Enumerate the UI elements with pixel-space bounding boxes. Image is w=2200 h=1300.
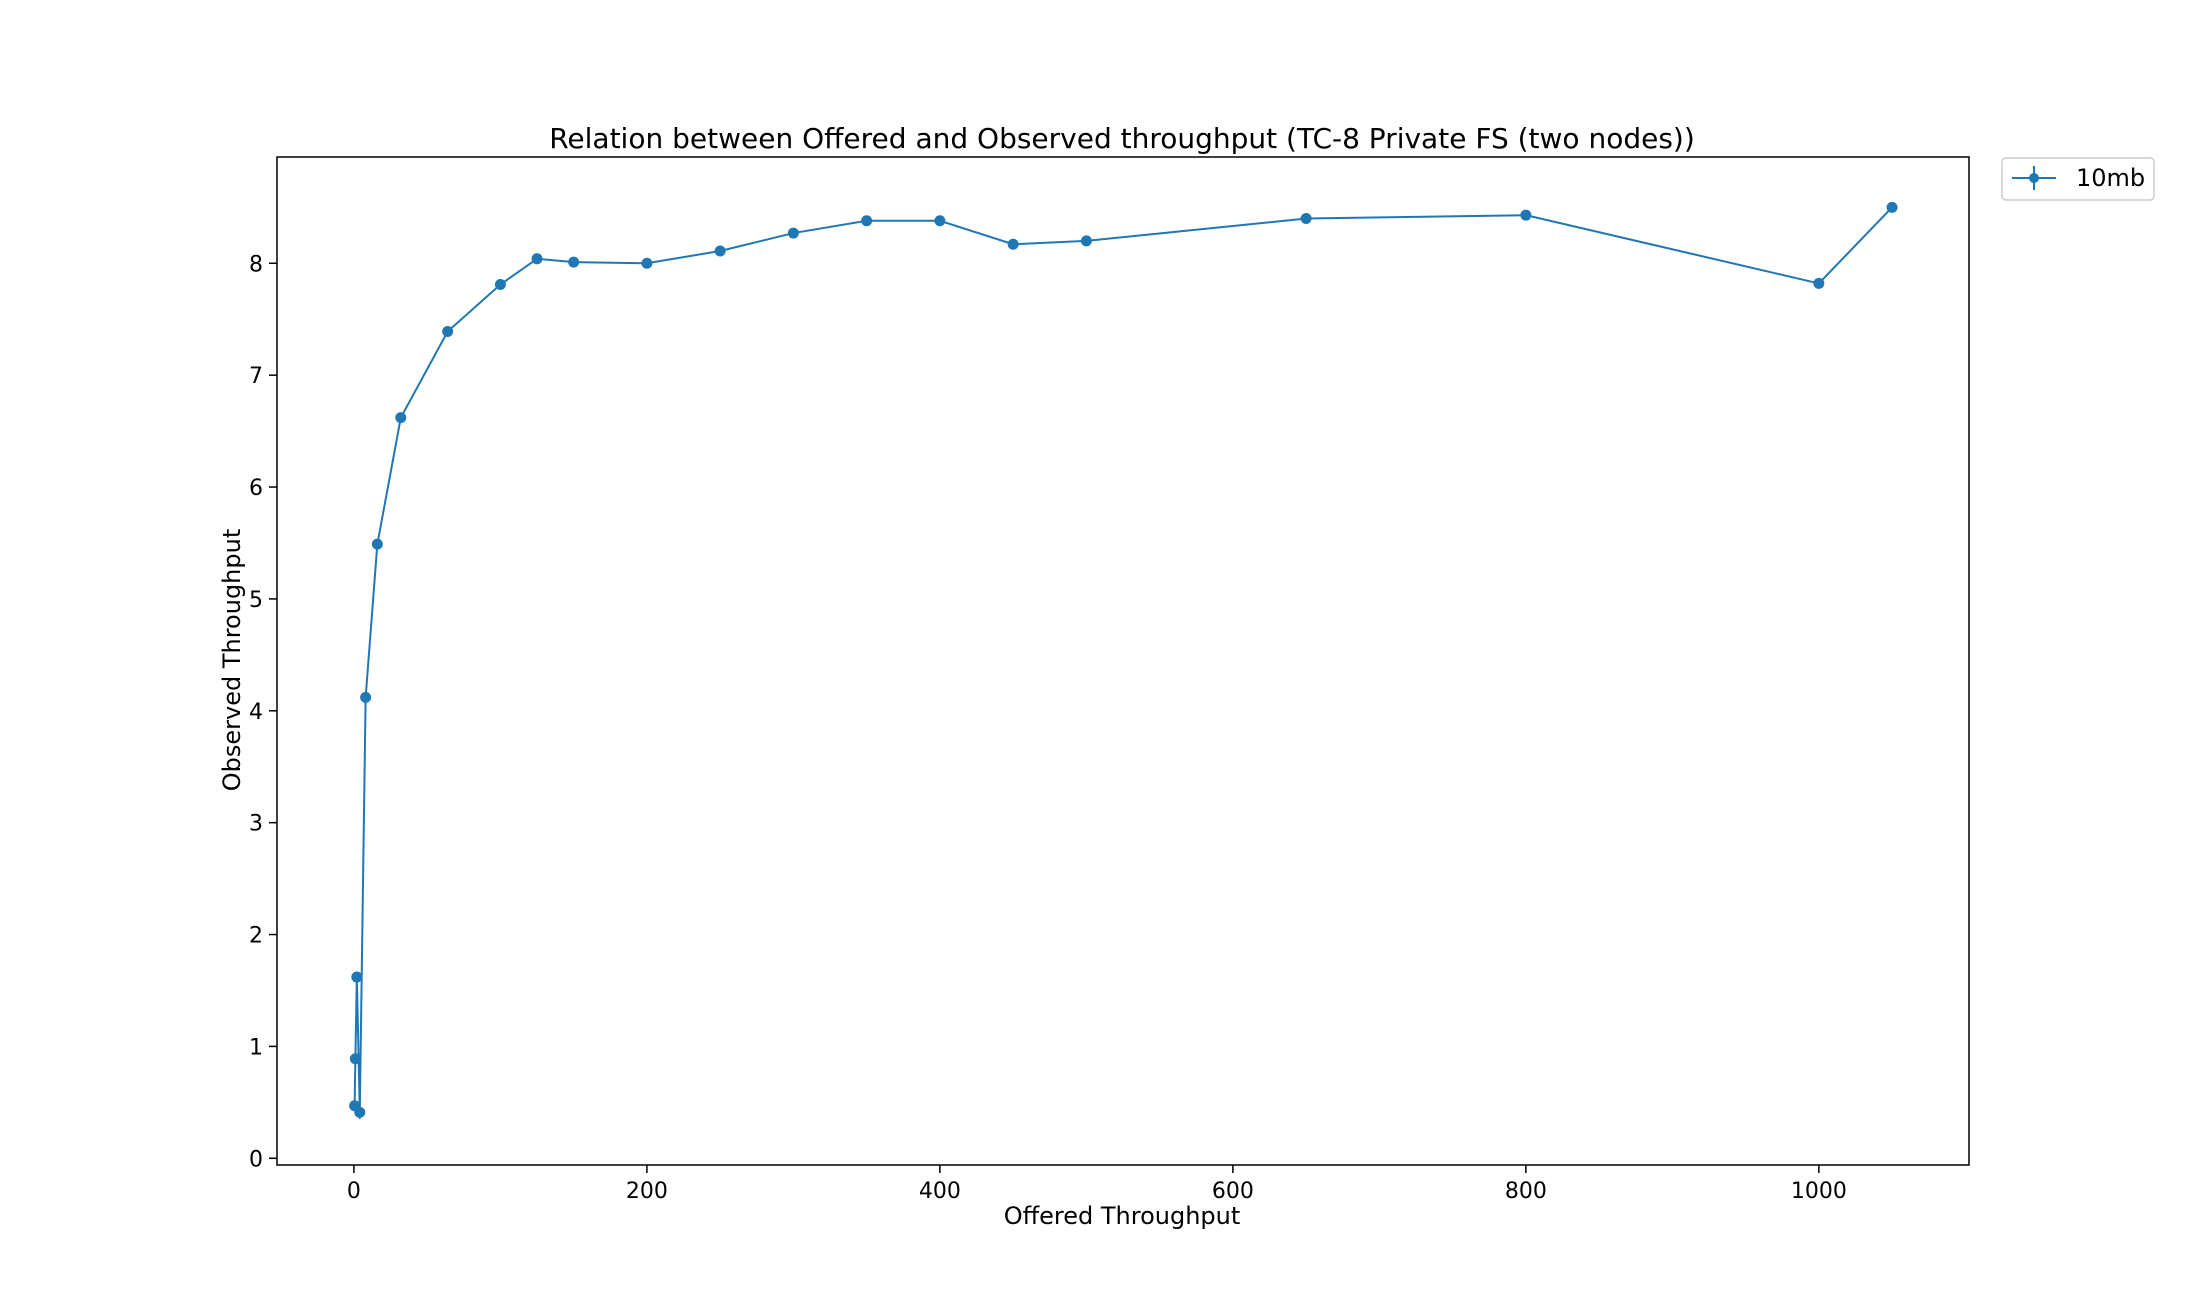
data-point [531, 253, 543, 265]
data-point [568, 256, 580, 268]
data-point [354, 1106, 366, 1118]
y-tick-label: 8 [249, 252, 263, 277]
y-tick-label: 6 [249, 476, 263, 501]
x-tick-label: 0 [347, 1179, 361, 1204]
data-point [934, 215, 946, 227]
data-point [1300, 213, 1312, 225]
chart-title: Relation between Offered and Observed th… [549, 122, 1695, 155]
y-tick-label: 0 [249, 1147, 263, 1172]
data-point [1520, 209, 1532, 221]
x-axis: 0 200 400 600 800 1000 [347, 1165, 1847, 1204]
y-axis: 0 1 2 3 4 5 6 7 8 [249, 252, 277, 1172]
x-axis-label: Offered Throughput [1004, 1202, 1241, 1230]
y-tick-label: 7 [249, 364, 263, 389]
series-line-10mb [353, 206, 1893, 1113]
data-point [349, 1053, 361, 1065]
data-point [1007, 238, 1019, 250]
legend-frame [2001, 157, 2155, 201]
data-point [360, 691, 372, 703]
x-tick-label: 200 [626, 1179, 668, 1204]
y-tick-label: 2 [249, 924, 263, 949]
data-point [1886, 201, 1898, 213]
y-tick-label: 3 [249, 812, 263, 837]
y-axis-label: Observed Throughput [218, 529, 246, 792]
data-point [395, 412, 407, 424]
x-tick-label: 800 [1505, 1179, 1547, 1204]
legend-label-10mb: 10mb [2076, 164, 2145, 192]
legend-marker-10mb [2029, 173, 2039, 183]
legend: 10mb [2001, 157, 2155, 201]
x-tick-label: 1000 [1791, 1179, 1847, 1204]
data-point [861, 215, 873, 227]
data-point [371, 538, 383, 550]
y-tick-label: 1 [249, 1035, 263, 1060]
data-point [641, 257, 653, 269]
data-point [442, 326, 454, 338]
x-tick-label: 600 [1212, 1179, 1254, 1204]
y-tick-label: 5 [249, 588, 263, 613]
x-tick-label: 400 [919, 1179, 961, 1204]
data-point [1813, 277, 1825, 289]
plot-frame [276, 156, 1970, 1166]
data-point [787, 227, 799, 239]
data-point [1080, 235, 1092, 247]
data-point [494, 279, 506, 291]
plot-area [349, 201, 1898, 1120]
data-point [714, 245, 726, 257]
data-point [351, 971, 363, 983]
y-tick-label: 4 [249, 700, 263, 725]
